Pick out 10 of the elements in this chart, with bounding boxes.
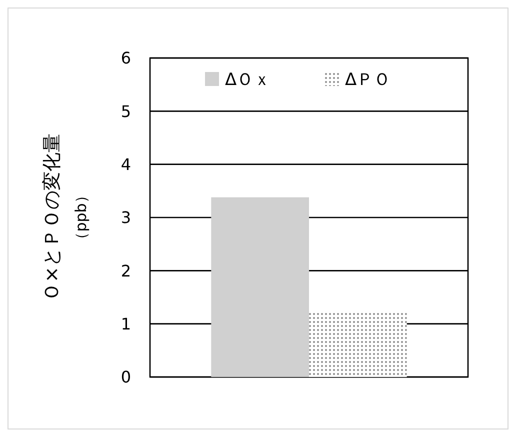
legend-label: ΔＯｘ [225, 70, 271, 90]
y-tick-label: 2 [120, 261, 132, 280]
legend-label: ΔＰＯ [345, 70, 391, 90]
y-tick-label: 3 [120, 208, 132, 228]
y-tick-label: 1 [120, 314, 132, 334]
y-tick-label: 5 [120, 102, 132, 121]
y-axis-title: Ｏ×とＰＯの変化量（ppb） [41, 134, 90, 302]
y-tick-label: 6 [120, 48, 132, 68]
y-tick-label: 4 [120, 154, 132, 174]
y-tick-label: 0 [120, 368, 132, 387]
